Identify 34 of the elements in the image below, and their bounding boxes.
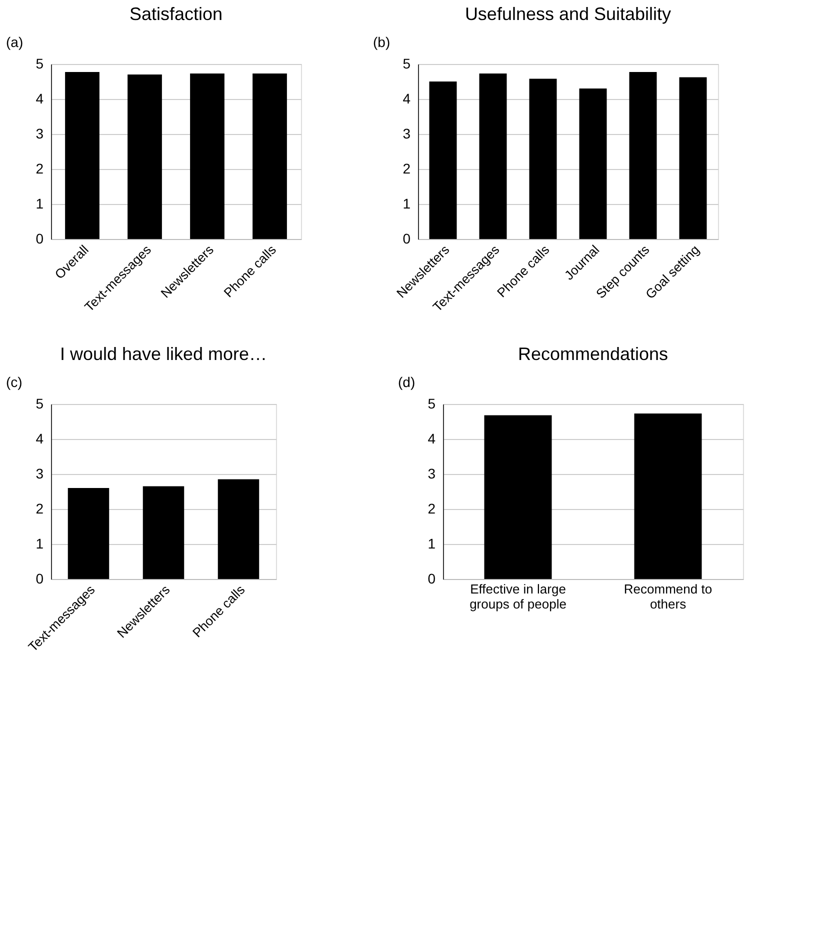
text: (a) xyxy=(6,34,24,50)
chart-title: Usefulness and Suitability xyxy=(464,4,672,24)
y-tick-label: 1 xyxy=(428,536,436,552)
y-tick-label: 1 xyxy=(36,536,44,552)
y-tick-label: 1 xyxy=(36,196,44,212)
y-tick-label: 2 xyxy=(402,160,411,176)
y-tick-label: 5 xyxy=(36,396,44,412)
y-tick-label: 3 xyxy=(402,126,411,142)
y-tick-label: 4 xyxy=(36,90,44,106)
y-tick-label: 3 xyxy=(36,126,44,142)
y-tick-label: 0 xyxy=(428,570,436,586)
y-tick-label: 0 xyxy=(36,230,44,246)
y-tick-label: 2 xyxy=(36,500,44,516)
y-tick-label: 4 xyxy=(428,430,436,446)
y-tick-label: 4 xyxy=(36,430,44,446)
y-tick-label: 5 xyxy=(402,56,411,72)
x-tick-label: Recommend to others xyxy=(624,582,712,612)
y-tick-label: 2 xyxy=(428,500,436,516)
y-tick-label: 0 xyxy=(402,230,411,246)
chart-title: Satisfaction xyxy=(129,4,223,24)
y-tick-label: 0 xyxy=(36,570,44,586)
y-tick-label: 2 xyxy=(36,160,44,176)
text: (b) xyxy=(373,34,390,50)
text: (d) xyxy=(398,374,416,390)
chart-title: I would have liked more… xyxy=(60,344,268,364)
x-tick-label: Effective in large groups of people xyxy=(470,582,566,612)
y-tick-label: 3 xyxy=(36,466,44,482)
chart-title: Recommendations xyxy=(518,344,668,364)
y-tick-label: 5 xyxy=(428,396,436,412)
y-tick-label: 5 xyxy=(36,56,44,72)
y-tick-label: 4 xyxy=(402,90,411,106)
y-tick-label: 3 xyxy=(428,466,436,482)
y-tick-label: 1 xyxy=(402,196,411,212)
text: (c) xyxy=(6,374,22,390)
